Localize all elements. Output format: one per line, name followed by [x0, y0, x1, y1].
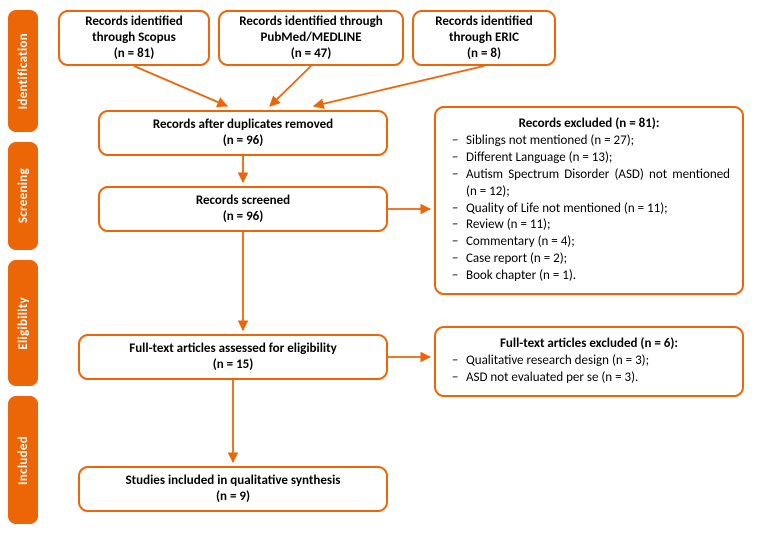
node-line: Records identified — [435, 14, 533, 30]
node-line: through Scopus — [92, 30, 176, 46]
node-line: PubMed/MEDLINE — [260, 30, 361, 46]
phase-screening: Screening — [8, 142, 38, 250]
exclusion-item: Case report (n = 2); — [448, 251, 730, 268]
node-fulltext-assessed: Full-text articles assessed for eligibil… — [78, 334, 388, 380]
phase-identification: Identification — [8, 10, 38, 132]
phase-label-text: Eligibility — [16, 297, 31, 350]
exclusion-item: Qualitative research design (n = 3); — [448, 353, 730, 370]
exclusion-item: Different Language (n = 13); — [448, 150, 730, 167]
node-line: Records identified — [85, 14, 183, 30]
node-line: (n = 15) — [213, 357, 254, 373]
exclusion-title: Records excluded (n = 81): — [448, 116, 730, 131]
phase-eligibility: Eligibility — [8, 260, 38, 386]
node-line: Full-text articles assessed for eligibil… — [129, 341, 337, 357]
node-line: through ERIC — [449, 30, 519, 46]
exclusion-item: Autism Spectrum Disorder (ASD) not menti… — [448, 167, 730, 201]
exclusion-item: Review (n = 11); — [448, 217, 730, 234]
node-line: Records after duplicates removed — [153, 117, 333, 133]
exclusion-list: Siblings not mentioned (n = 27); Differe… — [448, 133, 730, 285]
node-line: (n = 9) — [216, 489, 250, 505]
node-source-scopus: Records identified through Scopus (n = 8… — [58, 10, 210, 66]
node-included-studies: Studies included in qualitative synthesi… — [78, 466, 388, 512]
exclusion-item: Commentary (n = 4); — [448, 234, 730, 251]
node-source-eric: Records identified through ERIC (n = 8) — [412, 10, 556, 66]
node-line: (n = 96) — [223, 209, 264, 225]
exclusion-records: Records excluded (n = 81): Siblings not … — [434, 106, 744, 295]
phase-label-text: Included — [16, 436, 31, 485]
node-records-screened: Records screened (n = 96) — [98, 186, 388, 232]
exclusion-item: Quality of Life not mentioned (n = 11); — [448, 201, 730, 218]
node-line: (n = 47) — [291, 46, 332, 62]
node-line: (n = 8) — [467, 46, 501, 62]
exclusion-fulltext: Full-text articles excluded (n = 6): Qua… — [434, 326, 744, 397]
node-line: Records screened — [196, 193, 290, 209]
node-line: Records identified through — [239, 14, 383, 30]
phase-label-text: Identification — [16, 33, 31, 109]
phase-label-text: Screening — [16, 168, 31, 223]
exclusion-item: ASD not evaluated per se (n = 3). — [448, 370, 730, 387]
node-duplicates-removed: Records after duplicates removed (n = 96… — [98, 110, 388, 156]
node-line: (n = 96) — [223, 133, 264, 149]
node-line: Studies included in qualitative synthesi… — [126, 473, 341, 489]
node-source-pubmed: Records identified through PubMed/MEDLIN… — [218, 10, 404, 66]
exclusion-title: Full-text articles excluded (n = 6): — [448, 336, 730, 351]
exclusion-list: Qualitative research design (n = 3); ASD… — [448, 353, 730, 387]
node-line: (n = 81) — [114, 46, 155, 62]
phase-included: Included — [8, 396, 38, 524]
exclusion-item: Book chapter (n = 1). — [448, 268, 730, 285]
exclusion-item: Siblings not mentioned (n = 27); — [448, 133, 730, 150]
